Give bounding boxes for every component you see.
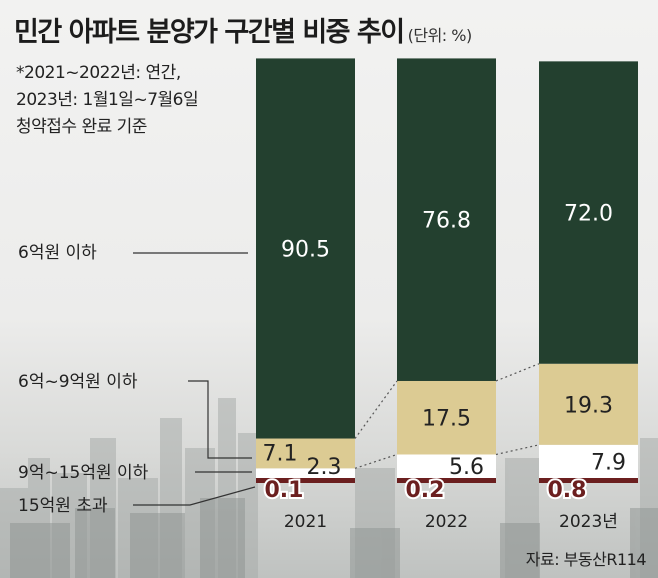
title-row: 민간 아파트 분양가 구간별 비중 추이 (단위: %) — [14, 10, 472, 49]
value-label-6-9-2023년: 19.3 — [564, 393, 613, 418]
bar-6-9-2021 — [256, 438, 355, 469]
city-skyline-background — [0, 398, 658, 578]
footnote-line-1: *2021~2022년: 연간, — [16, 63, 181, 83]
bar-over-15-2022 — [397, 478, 496, 483]
bar-9-15-2022 — [397, 454, 496, 478]
category-label-2021: 2021 — [284, 512, 327, 532]
value-label-under-6-2023년: 72.0 — [564, 202, 613, 227]
value-label-over-15-2022: 0.2 — [406, 478, 445, 503]
connector-9-15-1 — [354, 453, 398, 469]
bar-under-6-2022 — [397, 58, 496, 381]
value-label-over-15-2023년: 0.8 — [548, 478, 587, 503]
bar-6-9-2023년 — [539, 363, 638, 445]
value-label-6-9-2021: 7.1 — [263, 441, 298, 466]
bar-over-15-2023년 — [539, 478, 638, 483]
bar-9-15-2021 — [256, 468, 355, 478]
legend-label-9-15: 9억~15억원 이하 — [18, 463, 149, 483]
bar-9-15-2023년 — [539, 444, 638, 478]
chart-title: 민간 아파트 분양가 구간별 비중 추이 — [14, 17, 405, 48]
bar-under-6-2021 — [256, 58, 355, 439]
footnote: *2021~2022년: 연간, 2023년: 1월1일~7월6일 청약접수 완… — [16, 60, 199, 141]
source-credit: 자료: 부동산R114 — [525, 550, 647, 569]
connector-6-9-2 — [495, 363, 540, 382]
value-label-under-6-2021: 90.5 — [281, 237, 330, 262]
legend-label-6-9: 6억~9억원 이하 — [18, 372, 138, 392]
value-label-under-6-2022: 76.8 — [422, 209, 471, 234]
value-label-6-9-2022: 17.5 — [422, 407, 471, 432]
footnote-line-3: 청약접수 완료 기준 — [16, 117, 147, 137]
bar-6-9-2022 — [397, 380, 496, 455]
legend-leader-over-15 — [133, 486, 256, 506]
bar-under-6-2023년 — [539, 61, 638, 364]
category-label-2022: 2022 — [425, 512, 468, 532]
connector-6-9-1 — [354, 380, 398, 439]
bar-over-15-2021 — [256, 478, 355, 483]
value-label-9-15-2021: 2.3 — [307, 455, 342, 480]
footnote-line-2: 2023년: 1월1일~7월6일 — [16, 90, 199, 110]
value-label-9-15-2023년: 7.9 — [591, 450, 626, 475]
legend-label-over-15: 15억원 초과 — [18, 496, 108, 516]
category-label-2023년: 2023년 — [559, 512, 618, 532]
unit-label: (단위: %) — [407, 26, 473, 45]
value-label-9-15-2022: 5.6 — [449, 455, 484, 480]
legend-label-under-6: 6억원 이하 — [18, 243, 97, 263]
connector-9-15-2 — [495, 444, 540, 456]
value-label-over-15-2021: 0.1 — [265, 478, 304, 503]
legend-leader-6-9 — [188, 380, 252, 459]
